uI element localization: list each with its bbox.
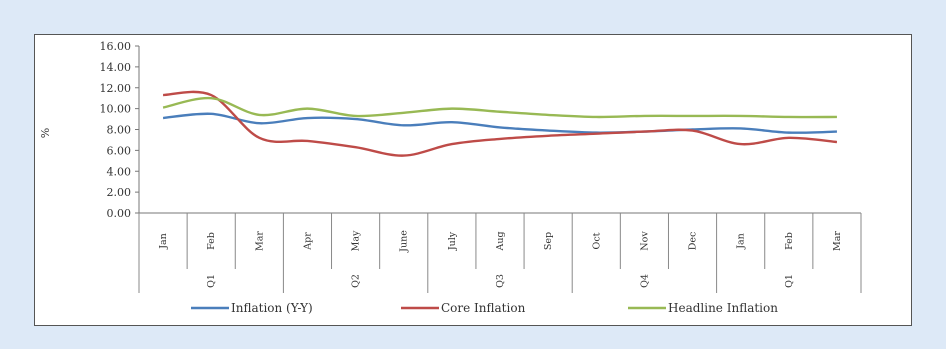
category-label: Jan (158, 233, 169, 250)
x-group-labels: Q1 Q2 Q3 Q4 Q1 (206, 274, 795, 288)
axes (135, 45, 862, 293)
y-tick-label: 8.00 (107, 124, 132, 137)
category-label: Jan (736, 233, 747, 250)
category-label: June (399, 230, 410, 253)
group-label: Q4 (639, 274, 650, 288)
legend-label: Core Inflation (441, 301, 526, 315)
category-label: Aug (495, 231, 506, 251)
y-tick-label: 4.00 (107, 165, 132, 178)
category-label: Dec (688, 232, 699, 251)
y-tick-labels: 0.00 2.00 4.00 6.00 8.00 10.00 12.00 14.00 16.00 (100, 40, 132, 220)
y-axis-label: % (39, 128, 52, 138)
group-label: Q2 (351, 274, 362, 288)
category-label: Sep (543, 232, 554, 250)
group-label: Q1 (206, 274, 217, 288)
category-label: Mar (254, 231, 265, 251)
category-label: May (351, 230, 362, 251)
group-label: Q3 (495, 274, 506, 288)
legend-label: Inflation (Y-Y) (231, 301, 313, 315)
legend-label: Headline Inflation (668, 301, 778, 315)
y-tick-label: 2.00 (107, 186, 132, 199)
y-tick-label: 14.00 (100, 61, 132, 74)
category-label: Mar (832, 231, 843, 251)
y-tick-label: 10.00 (100, 103, 132, 116)
category-label: Nov (639, 231, 650, 251)
series-lines (162, 90, 838, 157)
category-label: Apr (302, 232, 313, 251)
series-line-2 (162, 96, 837, 119)
category-label: Oct (591, 232, 602, 249)
chart-frame: 0.00 2.00 4.00 6.00 8.00 10.00 12.00 14.00 16.00… (34, 34, 912, 326)
category-label: Feb (784, 232, 795, 250)
category-label: July (447, 231, 458, 251)
category-label: Feb (206, 232, 217, 250)
y-tick-label: 12.00 (100, 82, 132, 95)
x-category-labels: Jan Feb Mar Apr May June July Aug Sep Oct Nov Dec Ja… (158, 230, 843, 253)
y-tick-label: 6.00 (107, 144, 132, 157)
y-tick-label: 16.00 (100, 40, 132, 53)
line-chart: 0.00 2.00 4.00 6.00 8.00 10.00 12.00 14.00 16.00… (39, 40, 862, 315)
legend: Inflation (Y-Y) Core Inflation Headline In… (191, 301, 778, 315)
y-tick-label: 0.00 (107, 207, 132, 220)
group-label: Q1 (784, 274, 795, 288)
